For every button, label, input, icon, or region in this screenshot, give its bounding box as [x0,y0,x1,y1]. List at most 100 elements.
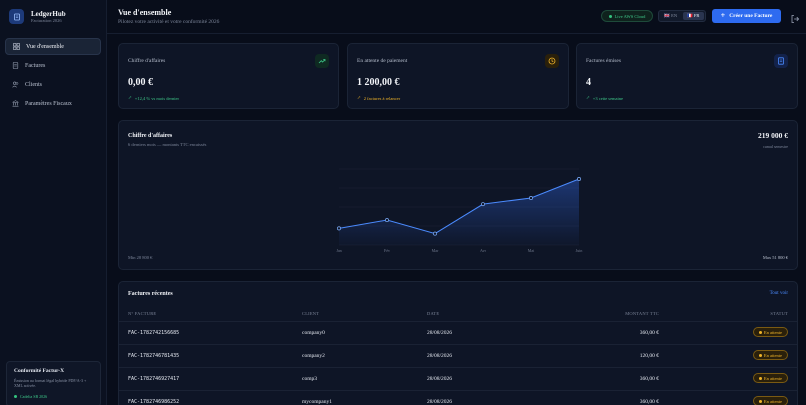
sidebar-item-label: Factures [25,62,46,69]
conformity-text: Émission au format légal hybride PDF/A-3… [14,378,87,388]
invoice-amount: 360,00 € [639,399,659,405]
invoice-number: FAC-1782746781435 [128,353,180,359]
brand-title: LedgerHub [31,9,66,18]
conformity-panel: Conformité Factur-X Émission au format l… [6,361,101,405]
brand[interactable]: LedgerHub Facturation 2026 [9,9,66,24]
chart-min-label: Min 28 800 € [128,255,153,260]
see-all-link[interactable]: Tout voir [769,291,788,296]
arrow-up-right-icon: ↗ [586,95,590,100]
header: Vue d'ensemble Pilotez votre activité et… [107,0,806,34]
chart-subtitle: 6 derniers mois — montants TTC encaissés [128,142,207,147]
brand-subtitle: Facturation 2026 [31,17,62,23]
data-point[interactable] [433,231,437,236]
chart-total-label: cumul semestre [763,144,788,149]
data-point[interactable] [577,177,581,181]
data-point[interactable] [529,196,533,200]
table-row[interactable]: FAC-1782746986252 mycompany1 28/08/2026 … [119,390,797,405]
invoice-client: company0 [302,330,325,336]
lang-fr-button[interactable]: 🇫🇷 FR [682,12,704,20]
sidebar-item-invoices[interactable]: Factures [5,57,101,74]
sidebar-item-label: Clients [25,81,43,88]
revenue-area [339,178,579,245]
stat-delta-label: +12,4 % vs mois dernier [134,95,179,101]
live-dot-icon [608,14,612,18]
table-row[interactable]: FAC-1782746927417 comp3 28/08/2026 360,0… [119,367,797,390]
invoice-client: company2 [302,353,325,359]
users-icon [11,81,19,89]
bank-icon [11,100,19,108]
conformity-status: Cadelia SB 2026 [14,394,93,399]
stat-card-revenue: Chiffre d'affaires 0,00 € ↗ +12,4 % vs m… [118,43,339,109]
stat-value: 1 200,00 € [357,77,400,88]
stat-delta: ↗ +12,4 % vs mois dernier [128,95,179,101]
revenue-chart: Jan Fév Mar Avr Mai Juin [336,168,583,253]
column-header-number: N° FACTURE [128,311,157,316]
page-title: Vue d'ensemble [118,8,172,17]
x-tick-label: Mar [432,248,439,253]
status-dot-icon [758,330,762,334]
clock-icon [545,54,559,68]
status-dot-icon [758,399,762,403]
revenue-chart-card: Chiffre d'affaires 6 derniers mois — mon… [118,120,798,270]
invoice-client: mycompany1 [302,399,332,405]
sidebar-item-overview[interactable]: Vue d'ensemble [5,38,101,55]
chart-total: 219 000 € [758,131,788,140]
create-invoice-label: Créer une Facture [729,13,773,19]
arrow-up-right-icon: ↗ [357,95,361,100]
sidebar-item-label: Vue d'ensemble [26,43,64,50]
status-badge: En attente [752,396,788,405]
column-header-amount: MONTANT TTC [625,311,659,316]
lang-en-button[interactable]: 🇬🇧 EN [664,13,678,18]
plus-icon: + [720,11,726,20]
stat-value: 0,00 € [128,77,153,88]
x-tick-label: Juin [576,248,583,253]
trend-up-icon [315,54,329,68]
status-badge: En attente [752,327,788,337]
status-badge: En attente [752,373,788,383]
column-header-date: DATE [427,311,440,316]
status-label: En attente [763,375,782,381]
x-tick-label: Fév [384,248,390,253]
sidebar-item-tax-settings[interactable]: Paramètres Fiscaux [5,95,101,112]
data-point[interactable] [337,226,341,231]
invoice-amount: 360,00 € [639,330,659,336]
status-dot-icon [14,395,17,398]
column-header-status: STATUT [770,311,788,316]
invoice-date: 28/08/2026 [427,399,453,405]
arrow-up-right-icon: ↗ [128,95,132,100]
live-status-badge: Live AWS Cloud [601,10,653,22]
revenue-line [338,178,580,235]
table-row[interactable]: FAC-1782746781435 company2 28/08/2026 12… [119,344,797,367]
stat-card-invoices: Factures émises 4 ↗ +3 cette semaine [576,43,798,109]
status-label: En attente [763,352,782,358]
stat-delta: ↗ 2 factures à relancer [357,95,400,101]
sidebar: LedgerHub Facturation 2026 Vue d'ensembl… [0,0,107,405]
chart-title: Chiffre d'affaires [128,133,173,139]
logo-icon [9,9,24,24]
invoice-amount: 120,00 € [639,353,659,359]
sidebar-item-clients[interactable]: Clients [5,76,101,93]
invoice-date: 28/08/2026 [427,376,453,382]
language-switch: 🇬🇧 EN 🇫🇷 FR [658,10,706,22]
document-icon [774,54,788,68]
logout-icon[interactable] [790,11,800,23]
x-tick-label: Avr [480,248,487,253]
invoice-amount: 360,00 € [639,376,659,382]
column-header-client: CLIENT [302,311,320,316]
invoice-number: FAC-1782746927417 [128,376,180,382]
sidebar-item-label: Paramètres Fiscaux [25,100,72,107]
sidebar-nav: Vue d'ensemble Factures Clients Paramètr… [5,38,101,114]
stat-label: En attente de paiement [357,58,408,64]
status-label: En attente [763,329,782,335]
stat-delta-label: 2 factures à relancer [363,95,401,101]
stat-delta-label: +3 cette semaine [592,95,624,101]
data-point[interactable] [481,202,485,207]
stat-value: 4 [586,77,591,88]
table-row[interactable]: FAC-1782742156685 company0 28/08/2026 36… [119,321,797,344]
dashboard-icon [12,43,20,51]
data-point[interactable] [385,218,389,223]
create-invoice-button[interactable]: + Créer une Facture [712,9,781,23]
table-title: Factures récentes [128,291,173,297]
page-subtitle: Pilotez votre activité et votre conformi… [118,19,220,25]
invoice-number: FAC-1782746986252 [128,399,180,405]
